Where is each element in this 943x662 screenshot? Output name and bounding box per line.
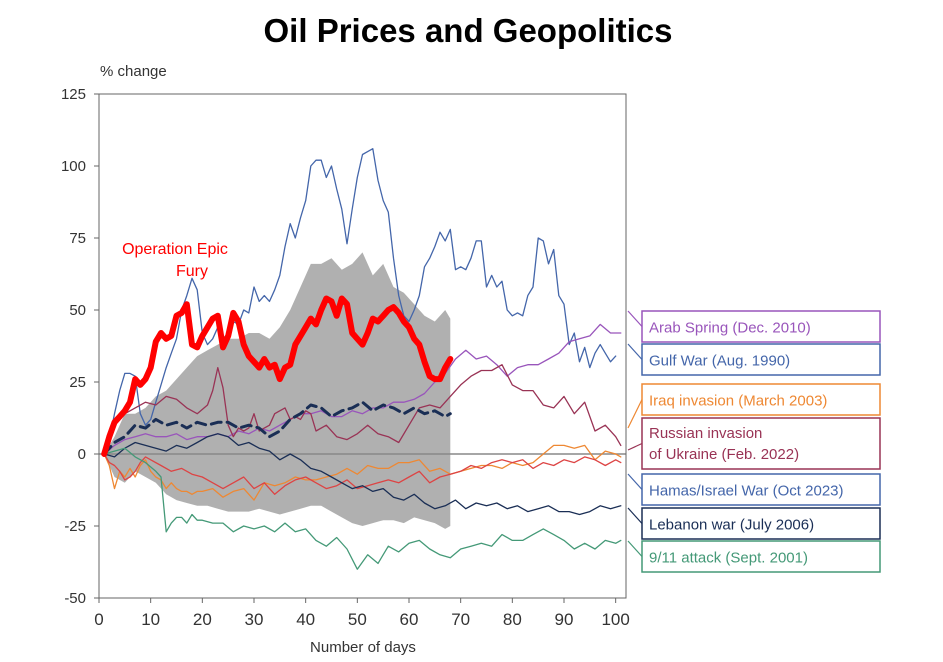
legend-label: Lebanon war (July 2006): [649, 517, 814, 534]
legend-box: [641, 310, 881, 343]
legend-item-russian-invasion-of-ukraine-feb-2022: Russian invasion of Ukraine (Feb. 2022): [627, 417, 881, 470]
plot-frame-layer: [98, 93, 627, 599]
legend-box: [641, 383, 881, 416]
y-tick-label: 75: [69, 230, 86, 247]
x-tick-label: 20: [193, 610, 212, 629]
annotation-epic-fury-label: Fury: [176, 263, 208, 280]
legend-leader-line: [627, 442, 643, 451]
range-band-layer: [104, 252, 451, 529]
y-tick-label: 50: [69, 302, 86, 319]
legend-label: 9/11 attack (Sept. 2001): [649, 550, 808, 567]
x-tick-label: 60: [400, 610, 419, 629]
axis-label-layer: % change Number of days: [100, 63, 416, 656]
legend-leader-line: [627, 399, 643, 429]
series-line-arab-spring-dec-2010: [103, 323, 622, 455]
y-tick-label: -25: [64, 518, 86, 535]
y-tick-label: -50: [64, 590, 86, 607]
series-line-gulf-war-aug-1990: [103, 148, 617, 455]
legend-box: [641, 507, 881, 540]
legend-box: [641, 473, 881, 506]
x-tick-label: 40: [296, 610, 315, 629]
series-line-russian-invasion-of-ukraine-feb-2022: [103, 364, 622, 455]
annotation-epic-fury-label: Operation Epic: [122, 241, 228, 258]
legend-label: Russian invasion: [649, 425, 762, 442]
x-tick-label: 70: [451, 610, 470, 629]
legend-box: [641, 417, 881, 470]
series-line-operation-epic-fury: [101, 295, 454, 457]
chart-title: Oil Prices and Geopolitics: [263, 12, 673, 49]
y-tick-layer: 125 100 75 50 25 0 -25 -50: [61, 86, 99, 607]
annotation-layer: Operation Epic Fury: [122, 241, 228, 280]
legend-layer: Arab Spring (Dec. 2010) Gulf War (Aug. 19…: [627, 310, 881, 573]
plot-frame: [98, 93, 627, 599]
series-line-operation-epic-fury-average: [102, 400, 452, 456]
x-tick-label: 10: [141, 610, 160, 629]
x-tick-label: 80: [503, 610, 522, 629]
legend-leader-line: [627, 473, 643, 490]
x-tick-layer: 0 10 20 30 40 50 60 70 80 90 100: [94, 598, 630, 629]
legend-item-9-11-attack-sept-2001: 9/11 attack (Sept. 2001): [627, 540, 881, 573]
series-line-9-11-attack-sept-2001: [103, 447, 622, 570]
x-tick-label: 30: [245, 610, 264, 629]
y-tick-label: 0: [78, 446, 86, 463]
legend-box: [641, 343, 881, 376]
x-tick-label: 0: [94, 610, 103, 629]
y-tick-label: 100: [61, 158, 86, 175]
legend-label: of Ukraine (Feb. 2022): [649, 446, 799, 463]
x-tick-label: 50: [348, 610, 367, 629]
y-axis-label: % change: [100, 63, 167, 80]
range-band: [104, 252, 451, 529]
legend-item-hamas-israel-war-oct-2023: Hamas/Israel War (Oct 2023): [627, 473, 881, 506]
legend-leader-line: [627, 310, 643, 327]
legend-box: [641, 540, 881, 573]
legend-leader-line: [627, 507, 643, 524]
legend-label: Gulf War (Aug. 1990): [649, 353, 790, 370]
x-axis-label: Number of days: [310, 639, 416, 656]
legend-item-arab-spring-dec-2010: Arab Spring (Dec. 2010): [627, 310, 881, 343]
legend-item-iraq-invasion-march-2003: Iraq invasion (March 2003): [627, 383, 881, 429]
legend-label: Iraq invasion (March 2003): [649, 393, 827, 410]
series-line-iraq-invasion-march-2003: [103, 444, 622, 501]
legend-label: Hamas/Israel War (Oct 2023): [649, 483, 844, 500]
x-tick-label: 100: [601, 610, 629, 629]
legend-item-gulf-war-aug-1990: Gulf War (Aug. 1990): [627, 343, 881, 376]
legend-label: Arab Spring (Dec. 2010): [649, 320, 811, 337]
series-layer: [101, 148, 622, 570]
x-tick-label: 90: [555, 610, 574, 629]
series-line-lebanon-war-july-2006: [103, 433, 622, 516]
legend-item-lebanon-war-july-2006: Lebanon war (July 2006): [627, 507, 881, 540]
y-tick-label: 125: [61, 86, 86, 103]
y-tick-label: 25: [69, 374, 86, 391]
legend-leader-line: [627, 540, 643, 557]
legend-leader-line: [627, 343, 643, 360]
